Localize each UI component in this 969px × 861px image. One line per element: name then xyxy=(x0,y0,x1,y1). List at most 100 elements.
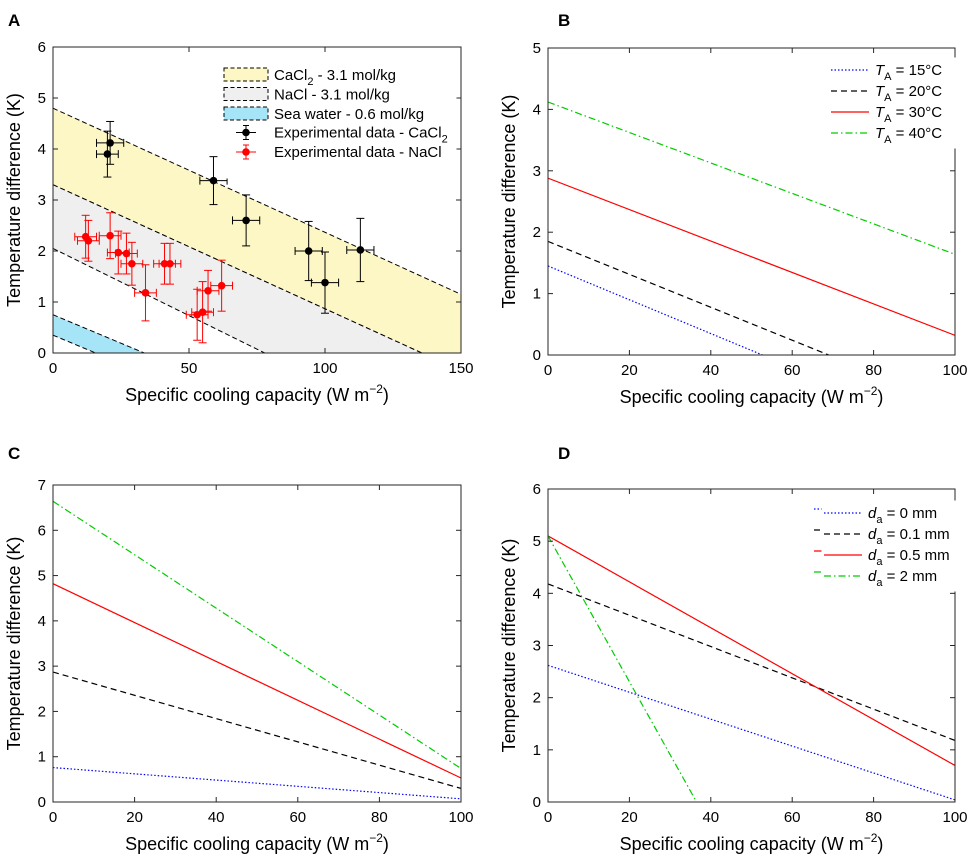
panel-B: B 0 1 2 3 4 5 0 20 40 60 80 100 Specific cooling capa… xyxy=(499,11,968,407)
x-tick-label-D-4: 80 xyxy=(865,809,882,826)
y-tick-label-C-6: 6 xyxy=(38,522,46,539)
y-tick-label-A-6: 6 xyxy=(38,39,46,56)
plot-area-A xyxy=(53,107,461,353)
y-tick-label-B-0: 0 xyxy=(533,347,541,364)
x-axis-label-C: Specific cooling capacity (W m−2) xyxy=(125,831,389,854)
x-tick-label-C-3: 60 xyxy=(289,809,306,826)
y-tick-label-A-3: 3 xyxy=(38,192,46,209)
y-tick-label-B-1: 1 xyxy=(533,286,541,303)
series-line-D-2 xyxy=(548,535,955,767)
plot-area-D xyxy=(548,535,955,802)
data-point xyxy=(356,246,365,254)
data-point xyxy=(106,139,114,147)
legend-marker xyxy=(242,128,250,137)
y-tick-label-C-7: 7 xyxy=(38,477,46,494)
y-tick-label-A-1: 1 xyxy=(38,294,46,311)
panel-letter-A: A xyxy=(8,11,20,30)
plot-area-B xyxy=(548,101,955,355)
band-edge-upper-2 xyxy=(53,314,146,353)
x-tick-label-B-1: 20 xyxy=(621,362,638,379)
data-point xyxy=(128,259,136,268)
x-tick-label-A-2: 100 xyxy=(312,360,337,377)
legend-label: TA = 30°C xyxy=(875,104,942,125)
plot-frame-C xyxy=(52,484,462,803)
y-tick-label-B-2: 2 xyxy=(533,224,541,241)
y-axis-label-D: Temperature difference (K) xyxy=(499,539,519,753)
x-tick-label-D-2: 40 xyxy=(702,809,719,826)
y-tick-label-C-2: 2 xyxy=(38,703,46,720)
y-tick-label-D-5: 5 xyxy=(533,533,541,550)
x-tick-label-B-0: 0 xyxy=(544,362,552,379)
x-tick-label-A-1: 50 xyxy=(181,360,198,377)
x-tick-label-C-5: 100 xyxy=(448,809,473,826)
x-tick-label-D-0: 0 xyxy=(544,809,552,826)
data-point xyxy=(84,237,93,245)
band-edge-lower-2 xyxy=(53,334,97,353)
y-tick-label-A-0: 0 xyxy=(38,345,46,362)
band-edge-upper-0 xyxy=(53,107,461,295)
data-point xyxy=(106,231,114,240)
x-tick-label-D-5: 100 xyxy=(942,809,967,826)
data-point xyxy=(242,216,250,225)
panel-letter-B: B xyxy=(558,11,570,30)
series-line-B-2 xyxy=(548,177,955,336)
legend-label: TA = 20°C xyxy=(875,83,942,104)
series-line-D-0 xyxy=(548,664,955,801)
legend-label: TA = 15°C xyxy=(875,62,942,83)
y-tick-label-B-3: 3 xyxy=(533,163,541,180)
series-line-B-1 xyxy=(548,240,830,355)
legend-marker xyxy=(242,148,250,156)
x-tick-label-C-4: 80 xyxy=(371,809,388,826)
series-line-C-3 xyxy=(53,500,461,769)
x-tick-label-C-0: 0 xyxy=(49,809,57,826)
y-tick-label-C-5: 5 xyxy=(38,568,46,585)
panel-letter-C: C xyxy=(8,444,20,463)
x-axis-label-B: Specific cooling capacity (W m−2) xyxy=(620,384,884,407)
data-point xyxy=(204,286,212,295)
data-point xyxy=(198,308,207,317)
legend-label: da = 0.5 mm xyxy=(868,547,950,568)
y-tick-label-C-1: 1 xyxy=(38,749,46,766)
x-tick-label-B-2: 40 xyxy=(702,362,719,379)
y-axis-label-C: Temperature difference (K) xyxy=(4,537,24,751)
band-edge-upper-1 xyxy=(53,184,424,353)
legend-label: NaCl - 3.1 mol/kg xyxy=(274,87,390,104)
y-tick-label-D-2: 2 xyxy=(533,690,541,707)
y-tick-label-B-4: 4 xyxy=(533,101,541,118)
legend-swatch xyxy=(223,87,269,101)
x-tick-label-B-4: 80 xyxy=(865,362,882,379)
x-axis-label-A: Specific cooling capacity (W m−2) xyxy=(125,382,389,405)
series-line-D-1 xyxy=(548,583,955,742)
y-tick-label-C-3: 3 xyxy=(38,658,46,675)
y-tick-label-D-3: 3 xyxy=(533,638,541,655)
y-tick-label-D-6: 6 xyxy=(533,481,541,498)
legend-swatch xyxy=(223,106,269,121)
y-tick-label-A-4: 4 xyxy=(38,141,46,158)
legend-B: TA = 15°CTA = 20°CTA = 30°CTA = 40°C xyxy=(828,57,956,149)
data-point xyxy=(209,176,218,185)
series-line-D-3 xyxy=(548,535,698,802)
data-point xyxy=(141,289,150,297)
plot-area-C xyxy=(53,500,461,800)
legend-label: Experimental data - CaCl2 xyxy=(274,125,448,146)
data-point xyxy=(321,278,329,287)
y-tick-label-C-0: 0 xyxy=(38,794,46,811)
x-axis-label-D: Specific cooling capacity (W m−2) xyxy=(620,831,884,854)
data-point xyxy=(166,259,174,268)
series-A-1 xyxy=(74,212,234,344)
x-tick-label-A-0: 0 xyxy=(49,360,57,377)
legend-label: Experimental data - NaCl xyxy=(274,144,442,161)
y-tick-label-C-4: 4 xyxy=(38,613,46,630)
y-tick-label-D-1: 1 xyxy=(533,742,541,759)
y-tick-label-B-5: 5 xyxy=(533,40,541,57)
y-tick-label-A-5: 5 xyxy=(38,90,46,107)
x-tick-label-B-5: 100 xyxy=(942,362,967,379)
legend-swatch xyxy=(223,67,269,82)
data-point xyxy=(304,247,313,255)
y-tick-label-D-0: 0 xyxy=(533,794,541,811)
legend-label: da = 0 mm xyxy=(868,505,937,526)
